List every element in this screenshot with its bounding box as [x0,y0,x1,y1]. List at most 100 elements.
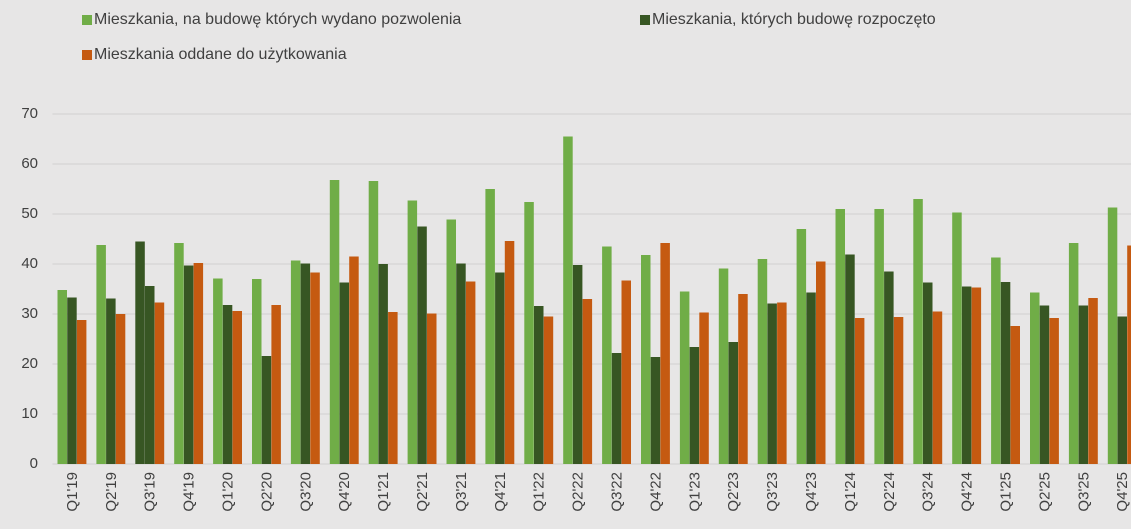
bar [1030,292,1040,464]
bar [884,271,894,464]
bar [495,272,505,464]
legend-swatch [82,15,92,25]
bar [339,282,349,464]
bar [1127,245,1131,464]
bar [961,286,972,464]
bar [650,357,661,464]
bar [874,209,884,464]
bar [232,311,242,464]
x-tick-label: Q1'21 [375,472,392,512]
x-tick-label: Q3'25 [1075,472,1092,512]
bar [427,313,437,464]
bar [76,320,87,464]
y-tick-label: 20 [21,355,38,372]
bar [145,286,155,464]
bar [135,241,145,464]
x-tick-label: Q4'25 [1114,472,1131,512]
bar [300,263,311,464]
x-tick-label: Q2'22 [570,472,587,512]
bar [913,199,923,464]
bar [310,272,320,464]
bar [67,297,77,464]
x-tick-label: Q3'23 [764,472,781,512]
bar [611,353,622,464]
bar [854,318,865,464]
legend-swatch [82,50,92,60]
bar [174,243,184,464]
bar [271,305,281,464]
bar [767,303,777,464]
bar [290,260,301,464]
bar [845,254,855,464]
bar [1010,326,1020,464]
x-tick-label: Q1'25 [998,472,1015,512]
bar [806,292,816,464]
bar [57,290,67,464]
bar [154,302,165,464]
bar [407,200,418,464]
bar [543,316,554,464]
bar [1068,243,1079,464]
bar [718,268,729,464]
x-tick-label: Q2'23 [725,472,742,512]
bar [835,209,845,464]
x-tick-label: Q4'20 [336,472,353,512]
bar [777,302,787,464]
bar [504,241,515,464]
bar [1117,316,1127,464]
legend-label: Mieszkania, na budowę których wydano poz… [94,11,461,28]
x-tick-label: Q2'21 [414,472,431,512]
x-tick-label: Q2'20 [258,472,275,512]
legend-label: Mieszkania oddane do użytkowania [94,46,347,63]
bar [572,265,583,464]
bar [893,317,904,464]
bar [641,255,651,464]
bar [388,312,398,464]
bar [329,180,340,464]
bar [796,229,807,464]
bar [252,279,262,464]
y-tick-label: 0 [30,455,38,472]
bar [660,243,670,464]
bar [485,189,495,464]
bar [368,181,379,464]
bar [1088,298,1098,464]
bar [757,259,768,464]
bar [1039,305,1050,464]
bar [222,305,233,464]
bar [728,342,738,464]
bar [621,280,631,464]
x-tick-label: Q3'22 [609,472,626,512]
bar [932,311,943,464]
bar [183,265,194,464]
x-tick-label: Q3'19 [142,472,159,512]
bar [602,246,612,464]
bar [106,298,116,464]
x-tick-label: Q4'22 [647,472,664,512]
legend-label: Mieszkania, których budowę rozpoczęto [652,11,936,28]
bar [582,299,593,464]
y-tick-label: 10 [21,405,38,422]
bar [465,281,476,464]
x-tick-label: Q4'19 [181,472,198,512]
bar [115,314,126,464]
x-tick-label: Q4'23 [803,472,820,512]
bar [446,219,456,464]
x-tick-label: Q3'20 [297,472,314,512]
y-tick-label: 30 [21,305,38,322]
bar [193,263,204,464]
bar [679,291,690,464]
bar [261,356,272,464]
bar [534,306,544,464]
bar [738,294,748,464]
bar [417,226,427,464]
x-tick-label: Q4'21 [492,472,509,512]
bar [1078,305,1089,464]
x-tick-label: Q3'24 [920,472,937,512]
bar [96,245,106,464]
bar [689,347,700,464]
bar [699,312,709,464]
bar [213,278,223,464]
